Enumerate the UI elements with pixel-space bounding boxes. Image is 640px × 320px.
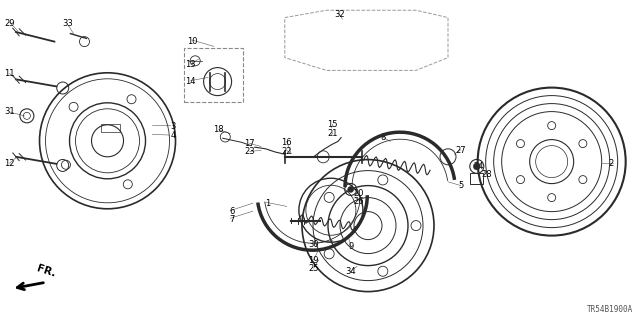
Text: 2: 2: [609, 159, 614, 168]
Text: 14: 14: [186, 77, 196, 86]
Bar: [184, 48, 243, 102]
Text: 9: 9: [348, 242, 353, 251]
Text: 26: 26: [353, 197, 364, 206]
Bar: [470, 173, 483, 184]
Ellipse shape: [348, 187, 354, 192]
Text: 25: 25: [308, 264, 319, 273]
Text: 6: 6: [229, 207, 234, 216]
Text: 31: 31: [4, 108, 15, 116]
Text: 15: 15: [328, 120, 338, 129]
Text: 7: 7: [229, 215, 234, 224]
Text: 20: 20: [353, 189, 364, 198]
Text: 23: 23: [244, 148, 255, 156]
Text: 29: 29: [4, 20, 15, 28]
Text: 5: 5: [458, 181, 463, 190]
Text: 4: 4: [170, 132, 175, 140]
Text: 30: 30: [308, 240, 319, 249]
Text: 22: 22: [282, 147, 292, 156]
Text: TR54B1900A: TR54B1900A: [588, 305, 634, 314]
Text: 13: 13: [186, 60, 196, 69]
Ellipse shape: [474, 163, 480, 170]
Text: 33: 33: [62, 20, 72, 28]
Bar: [101, 124, 120, 132]
Text: 11: 11: [4, 69, 15, 78]
Text: 34: 34: [346, 268, 356, 276]
Text: 16: 16: [282, 138, 292, 147]
Text: 8: 8: [380, 133, 385, 142]
Text: 10: 10: [187, 37, 197, 46]
Text: 3: 3: [170, 122, 175, 131]
Text: 17: 17: [244, 140, 255, 148]
Text: 28: 28: [481, 170, 492, 179]
Text: 12: 12: [4, 159, 15, 168]
Text: 24: 24: [474, 162, 484, 171]
Text: 18: 18: [214, 125, 224, 134]
Text: 1: 1: [265, 199, 270, 208]
Text: FR.: FR.: [35, 264, 57, 279]
Text: 27: 27: [456, 146, 466, 155]
Text: 21: 21: [328, 129, 338, 138]
Text: 19: 19: [308, 256, 319, 265]
Text: 32: 32: [334, 10, 344, 19]
